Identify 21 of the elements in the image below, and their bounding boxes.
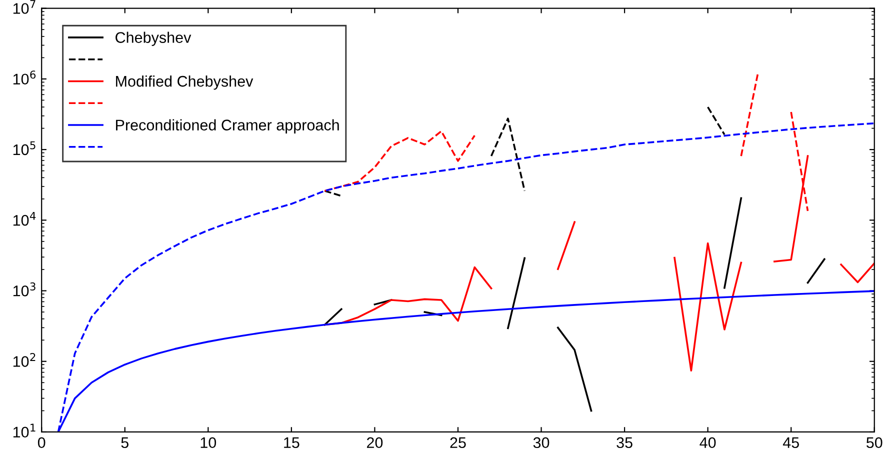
x-tick-label: 35 [616, 437, 632, 448]
x-tick-label: 50 [866, 437, 882, 448]
y-tick-label: 10$^{5}$ [13, 141, 36, 156]
x-tick-label: 25 [450, 437, 466, 448]
x-tick-label: 10 [200, 437, 216, 448]
legend-label: Preconditioned Cramer approach [116, 119, 339, 134]
x-tick-label: 30 [533, 437, 550, 448]
x-tick-label: 45 [782, 437, 799, 448]
legend-label: Modified Chebyshev [116, 76, 254, 90]
x-tick-label: 40 [700, 437, 716, 448]
x-tick-label: 5 [121, 437, 128, 448]
y-tick-label: 10$^{3}$ [13, 282, 36, 296]
y-tick-label: 10$^{1}$ [13, 424, 36, 438]
legend-label: Chebyshev [116, 32, 192, 46]
y-tick-label: 10$^{4}$ [13, 212, 36, 226]
x-tick-label: 0 [38, 437, 46, 448]
y-tick-label: 10$^{6}$ [13, 70, 36, 85]
x-tick-label: 15 [284, 437, 300, 448]
y-tick-label: 10$^{2}$ [13, 353, 36, 367]
y-tick-label: 10$^{7}$ [13, 0, 36, 14]
x-tick-label: 20 [366, 437, 383, 448]
